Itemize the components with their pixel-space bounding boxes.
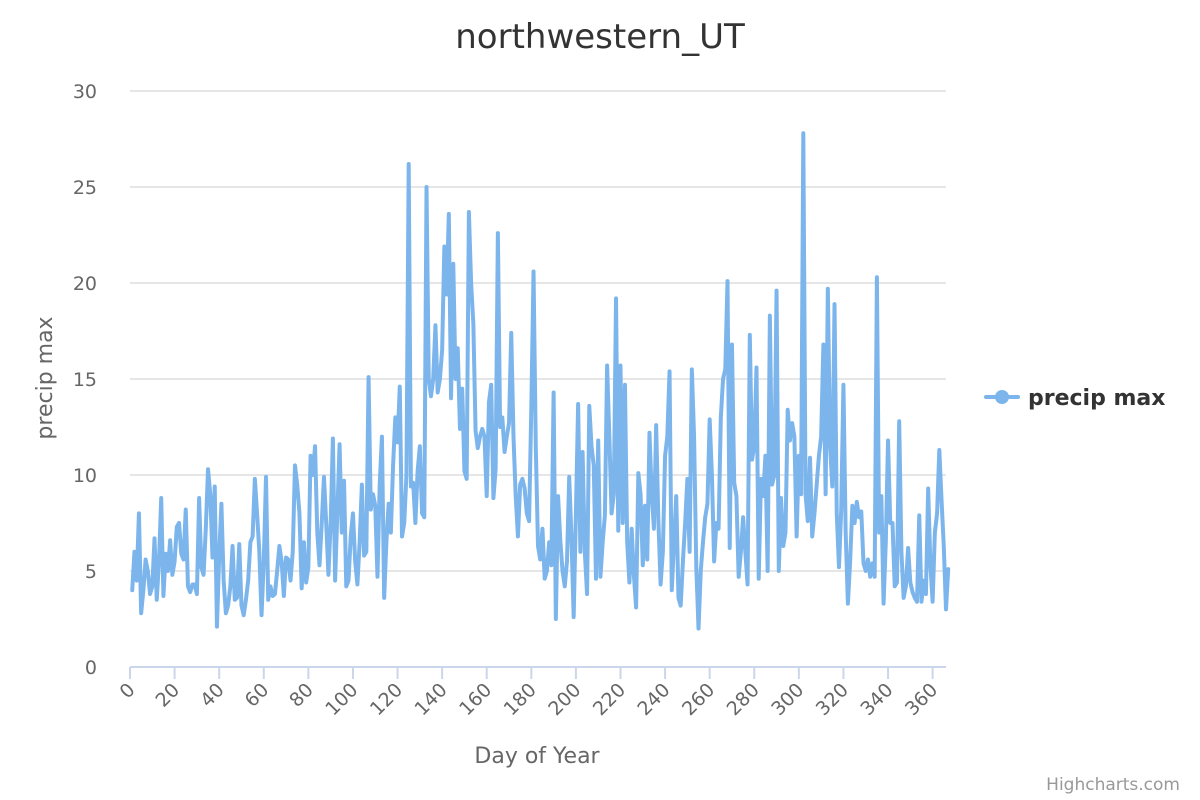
y-tick-label: 10: [73, 465, 97, 487]
y-tick-label: 0: [85, 657, 97, 679]
y-tick-label: 30: [73, 81, 97, 103]
y-tick-label: 15: [73, 369, 97, 391]
chart-title: northwestern_UT: [455, 17, 745, 57]
legend-label: precip max: [1028, 386, 1165, 411]
y-tick-label: 25: [73, 177, 97, 199]
y-axis-tick-labels: 0 5 10 15 20 25 30: [73, 81, 97, 679]
series-line-precip-max[interactable]: [130, 131, 951, 631]
legend-marker-icon: [995, 390, 1009, 404]
credits-link[interactable]: Highcharts.com: [1046, 775, 1180, 795]
x-axis-title: Day of Year: [474, 744, 600, 769]
legend-item-precip-max[interactable]: precip max: [984, 386, 1165, 411]
y-axis-title: precip max: [33, 316, 58, 439]
y-tick-label: 5: [85, 561, 97, 583]
y-tick-label: 20: [73, 273, 97, 295]
